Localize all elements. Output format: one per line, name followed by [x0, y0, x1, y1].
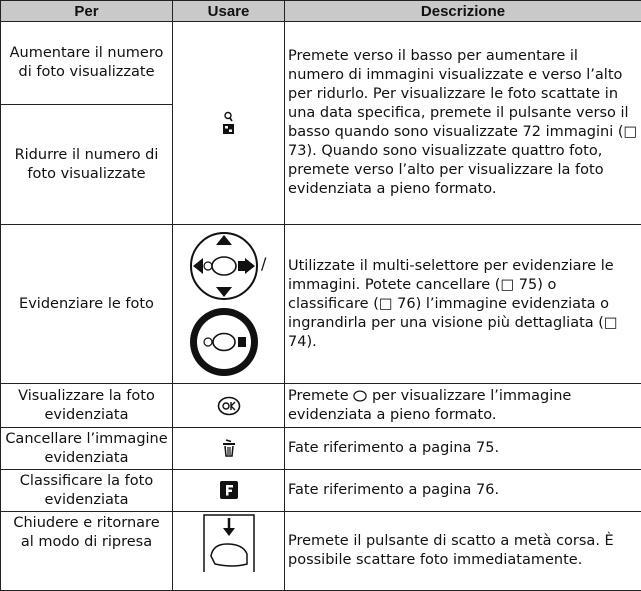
- delete-icon: [222, 439, 235, 457]
- usare-cell: /: [172, 224, 285, 384]
- row: Evidenziare le foto / Utilizzate il mult…: [0, 224, 641, 384]
- per-cell: Chiudere e ritornare al modo di ripresa: [0, 511, 173, 591]
- multi-selector-icon: [190, 232, 258, 300]
- description-cell: Fate riferimento a pagina 75.: [284, 427, 641, 470]
- column-header: Per: [0, 0, 173, 22]
- description-cell: Premete per visualizzare l’immagine evid…: [284, 383, 641, 428]
- rating-icon: [219, 481, 238, 499]
- usare-cell: [172, 469, 285, 512]
- row: Aumentare il numero di foto visualizzate…: [0, 21, 641, 225]
- ok-inline-icon: [353, 389, 368, 402]
- per-cell: Evidenziare le foto: [0, 224, 173, 384]
- row: Chiudere e ritornare al modo di ripresa …: [0, 511, 641, 591]
- row: Cancellare l’immagine evidenziata Fate r…: [0, 427, 641, 470]
- per-cell: Classificare la foto evidenziata: [0, 469, 173, 512]
- description-cell: Premete il pulsante di scatto a metà cor…: [284, 511, 641, 591]
- per-cell: Ridurre il numero di foto visualizzate: [0, 104, 173, 225]
- row: Classificare la foto evidenziata Fate ri…: [0, 469, 641, 512]
- header-row: Per Usare Descrizione: [0, 0, 641, 22]
- icon-group: /: [173, 229, 284, 379]
- zoom-icon: [222, 111, 234, 134]
- column-header: Usare: [172, 0, 285, 22]
- description-cell: Utilizzate il multi-selettore per eviden…: [284, 224, 641, 384]
- text: Premete: [288, 387, 349, 404]
- ok-icon: [217, 396, 240, 415]
- column-header: Descrizione: [284, 0, 641, 22]
- description-cell: Premete verso il basso per aumentare il …: [284, 21, 641, 225]
- usare-cell: [172, 427, 285, 470]
- per-cell: Aumentare il numero di foto visualizzate: [0, 21, 173, 105]
- separator: /: [261, 254, 267, 273]
- multi-selector-icon: [190, 308, 258, 376]
- usare-cell: [172, 511, 285, 591]
- usare-cell: [172, 21, 285, 225]
- text: per visualizzare l’immagine evidenziata …: [288, 387, 572, 423]
- per-cell: Cancellare l’immagine evidenziata: [0, 427, 173, 470]
- row: Ridurre il numero di foto visualizzate: [0, 104, 641, 225]
- usare-cell: [172, 383, 285, 428]
- row: Visualizzare la foto evidenziata Premete…: [0, 383, 641, 428]
- shutter-icon: [202, 514, 255, 572]
- per-cell: Visualizzare la foto evidenziata: [0, 383, 173, 428]
- description-cell: Fate riferimento a pagina 76.: [284, 469, 641, 512]
